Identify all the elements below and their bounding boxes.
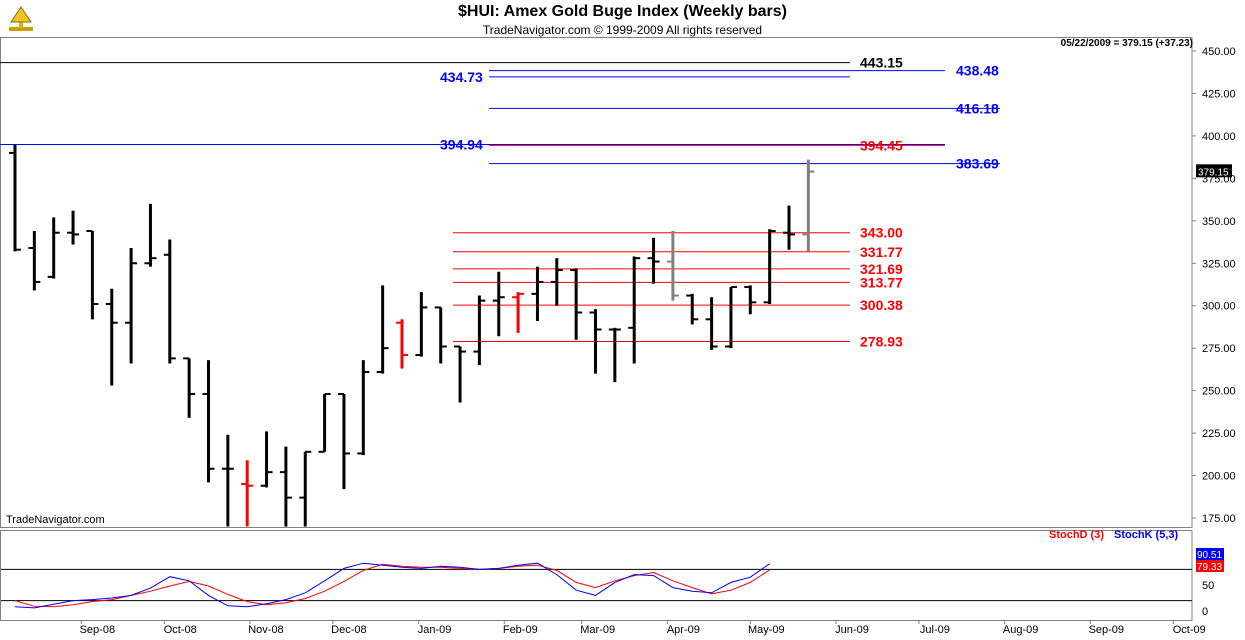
x-tick-label: Nov-08 (248, 624, 283, 636)
trade-navigator-logo-icon (6, 4, 36, 34)
level-label: 438.48 (956, 63, 999, 79)
y-tick-label: 300.00 (1202, 301, 1236, 313)
price-panel-frame (0, 37, 1193, 528)
last-price-flag (1196, 164, 1232, 178)
x-tick-label: Mar-09 (580, 624, 615, 636)
level-label: 394.45 (860, 137, 903, 153)
y-tick-label: 250.00 (1202, 386, 1236, 398)
y-tick-label: 175.00 (1202, 513, 1236, 525)
level-label: 383.69 (956, 156, 999, 172)
x-tick-label: Aug-09 (1003, 624, 1038, 636)
chart-subtitle: TradeNavigator.com © 1999-2009 All right… (482, 23, 763, 37)
x-tick-label: Sep-08 (80, 624, 115, 636)
level-label: 321.69 (860, 261, 903, 277)
level-label: 443.15 (860, 55, 903, 71)
x-tick-label: Jan-09 (418, 624, 452, 636)
watermark: TradeNavigator.com (6, 514, 105, 526)
y-tick-label: 450.00 (1202, 46, 1236, 58)
stoch-d-flag (1196, 560, 1224, 572)
x-tick-label: Jun-09 (835, 624, 869, 636)
x-tick-label: Sep-09 (1089, 624, 1124, 636)
stoch-y-tick-label: 50 (1202, 580, 1214, 592)
chart-title: $HUI: Amex Gold Buge Index (Weekly bars) (458, 3, 787, 20)
stoch-panel-frame (0, 530, 1193, 621)
y-tick-label: 425.00 (1202, 88, 1236, 100)
x-tick-label: Oct-09 (1173, 624, 1206, 636)
x-tick-label: Jul-09 (920, 624, 950, 636)
level-label: 300.38 (860, 297, 903, 313)
x-tick-label: May-09 (748, 624, 785, 636)
stoch-k-flag (1196, 548, 1224, 560)
stoch-k-legend: StochK (5,3) (1114, 529, 1179, 541)
stoch-d-last-label: 79.33 (1197, 562, 1222, 573)
level-label: 313.77 (860, 274, 903, 290)
level-label: 331.77 (860, 244, 903, 260)
x-tick-label: Dec-08 (331, 624, 366, 636)
x-tick-label: Oct-08 (164, 624, 197, 636)
stoch-d-line (14, 563, 770, 608)
y-tick-label: 275.00 (1202, 343, 1236, 355)
level-label: 278.93 (860, 334, 903, 350)
stoch-d-legend: StochD (3) (1049, 529, 1104, 541)
y-tick-label: 200.00 (1202, 471, 1236, 483)
y-tick-label: 325.00 (1202, 258, 1236, 270)
last-quote: 05/22/2009 = 379.15 (+37.23) (1060, 38, 1193, 49)
level-label: 416.18 (956, 100, 999, 116)
x-tick-label: Apr-09 (667, 624, 700, 636)
stoch-k-last-label: 90.51 (1197, 550, 1222, 561)
y-tick-label: 400.00 (1202, 131, 1236, 143)
y-tick-label: 225.00 (1202, 428, 1236, 440)
last-price-label: 379.15 (1198, 167, 1229, 178)
level-label: 343.00 (860, 225, 903, 241)
stoch-y-tick-label: 0 (1202, 606, 1208, 618)
stoch-k-line (14, 562, 770, 609)
y-tick-label: 350.00 (1202, 216, 1236, 228)
level-label: 394.94 (440, 137, 483, 153)
x-tick-label: Feb-09 (503, 624, 538, 636)
level-label: 434.73 (440, 69, 483, 85)
